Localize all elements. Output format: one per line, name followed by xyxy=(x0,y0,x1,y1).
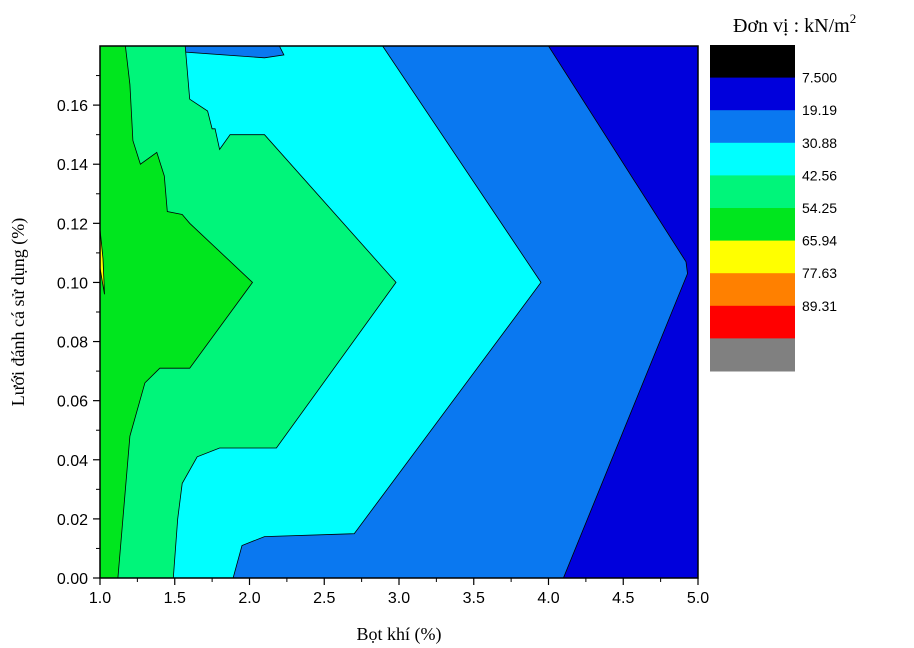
x-tick-label: 4.0 xyxy=(537,590,559,607)
y-tick-label: 0.10 xyxy=(57,275,88,292)
y-axis: 0.00 0.02 0.04 0.06 0.08 0.10 0.12 0.14 0.16 xyxy=(57,75,100,588)
y-tick-label: 0.02 xyxy=(57,512,88,529)
legend-swatch xyxy=(710,45,795,79)
x-tick-label: 4.5 xyxy=(612,590,634,607)
legend: 7.500 19.19 30.88 42.56 54.25 65.94 77.63 89.31 xyxy=(710,45,837,372)
y-tick-label: 0.04 xyxy=(57,453,88,470)
legend-label: 77.63 xyxy=(802,265,837,281)
legend-swatch xyxy=(710,305,795,339)
unit-prefix: Đơn vị : kN/m xyxy=(733,15,850,37)
x-tick-label: 1.5 xyxy=(164,590,186,607)
x-tick-label: 5.0 xyxy=(687,590,709,607)
x-tick-label: 1.0 xyxy=(89,590,111,607)
legend-swatch xyxy=(710,110,795,144)
legend-label: 30.88 xyxy=(802,135,837,151)
legend-swatch xyxy=(710,208,795,242)
legend-swatch xyxy=(710,77,795,111)
x-tick-label: 3.0 xyxy=(388,590,410,607)
x-tick-label: 3.5 xyxy=(463,590,485,607)
legend-swatch xyxy=(710,273,795,307)
unit-exponent: 2 xyxy=(850,11,857,26)
y-axis-title: Lưới đánh cá sử dụng (%) xyxy=(8,218,29,406)
legend-label: 7.500 xyxy=(802,70,837,86)
y-tick-label: 0.00 xyxy=(57,571,88,588)
legend-swatch xyxy=(710,240,795,274)
legend-swatch xyxy=(710,142,795,176)
legend-swatch xyxy=(710,338,795,372)
x-tick-label: 2.0 xyxy=(238,590,260,607)
x-axis: 1.0 1.5 2.0 2.5 3.0 3.5 4.0 4.5 5.0 xyxy=(89,578,709,607)
legend-label: 65.94 xyxy=(802,233,837,249)
legend-label: 54.25 xyxy=(802,200,837,216)
y-tick-label: 0.08 xyxy=(57,335,88,352)
contour-region-3 xyxy=(100,46,397,578)
x-axis-title: Bọt khí (%) xyxy=(357,624,442,645)
legend-label: 42.56 xyxy=(802,167,837,183)
legend-swatch xyxy=(710,175,795,209)
y-tick-label: 0.14 xyxy=(57,157,88,174)
contour-regions xyxy=(100,46,698,578)
y-tick-label: 0.12 xyxy=(57,216,88,233)
legend-label: 89.31 xyxy=(802,298,837,314)
y-tick-label: 0.06 xyxy=(57,394,88,411)
unit-label: Đơn vị : kN/m2 xyxy=(733,11,856,37)
x-tick-label: 2.5 xyxy=(313,590,335,607)
contour-region-4 xyxy=(100,46,254,578)
legend-label: 19.19 xyxy=(802,102,837,118)
contour-region-5 xyxy=(100,229,105,295)
y-tick-label: 0.16 xyxy=(57,98,88,115)
